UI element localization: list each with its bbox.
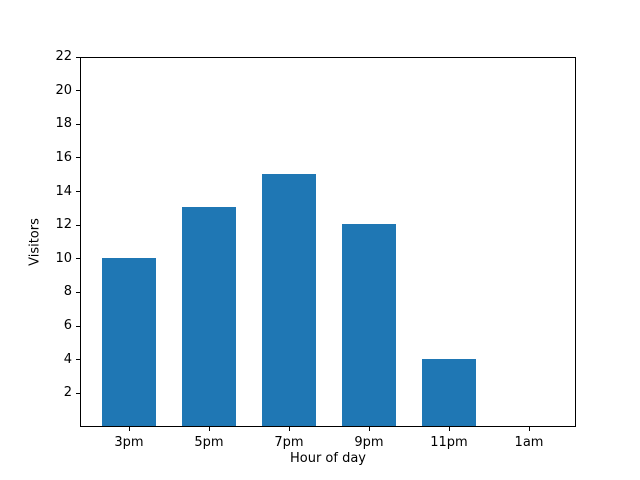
y-tick-mark bbox=[76, 90, 80, 92]
x-tick-label: 3pm bbox=[114, 435, 144, 450]
y-tick-label: 8 bbox=[63, 284, 72, 300]
y-tick-mark bbox=[76, 392, 80, 394]
y-tick-label: 4 bbox=[63, 351, 72, 367]
x-tick-mark bbox=[528, 427, 530, 431]
y-tick-label: 2 bbox=[63, 385, 72, 401]
y-tick-label: 22 bbox=[55, 49, 72, 64]
x-tick-label: 9pm bbox=[354, 435, 384, 450]
y-tick-label: 18 bbox=[55, 116, 72, 132]
bar bbox=[342, 224, 396, 426]
y-tick-label: 6 bbox=[63, 318, 72, 334]
x-tick-mark bbox=[208, 427, 210, 431]
bar bbox=[422, 358, 476, 426]
bar bbox=[262, 173, 316, 426]
y-tick-label: 10 bbox=[55, 250, 72, 266]
plot-area bbox=[80, 57, 576, 427]
y-tick-mark bbox=[76, 325, 80, 327]
bar bbox=[182, 207, 236, 426]
y-tick-label: 12 bbox=[55, 217, 72, 233]
y-tick-mark bbox=[76, 191, 80, 193]
y-tick-mark bbox=[76, 224, 80, 226]
x-tick-mark bbox=[128, 427, 130, 431]
x-tick-mark bbox=[448, 427, 450, 431]
bar bbox=[102, 257, 156, 426]
y-tick-label: 14 bbox=[55, 183, 72, 199]
y-tick-mark bbox=[76, 123, 80, 125]
y-tick-mark bbox=[76, 56, 80, 58]
y-tick-mark bbox=[76, 157, 80, 159]
x-tick-mark bbox=[368, 427, 370, 431]
y-tick-mark bbox=[76, 291, 80, 293]
y-tick-mark bbox=[76, 359, 80, 361]
y-tick-label: 16 bbox=[55, 149, 72, 165]
y-tick-mark bbox=[76, 258, 80, 260]
x-tick-label: 7pm bbox=[274, 435, 304, 450]
y-tick-label: 20 bbox=[55, 82, 72, 98]
x-tick-label: 1am bbox=[514, 435, 544, 450]
x-tick-label: 5pm bbox=[194, 435, 224, 450]
x-axis-label: Hour of day bbox=[289, 451, 367, 466]
x-tick-label: 11pm bbox=[430, 435, 468, 450]
x-tick-mark bbox=[288, 427, 290, 431]
